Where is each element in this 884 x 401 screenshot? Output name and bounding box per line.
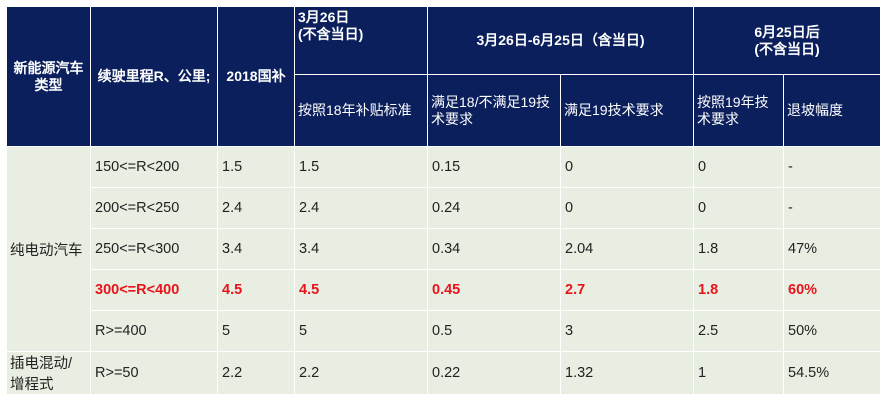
cell-before: 5 bbox=[294, 310, 428, 352]
cell-transition-18: 0.24 bbox=[427, 187, 561, 229]
cell-decline: - bbox=[783, 146, 882, 188]
cell-transition-19: 2.7 bbox=[559, 269, 695, 311]
cell-transition-18: 0.45 bbox=[427, 269, 561, 311]
subheader-decline-rate: 退坡幅度 bbox=[783, 74, 882, 147]
cell-after-19: 1.8 bbox=[693, 269, 785, 311]
subsidy-table: 新能源汽车类型 续驶里程R、公里; 2018国补 3月26日 (不含当日) 3月… bbox=[6, 6, 882, 395]
cell-after-19: 2.5 bbox=[693, 310, 785, 352]
cell-decline: 60% bbox=[783, 269, 882, 311]
cell-before: 2.2 bbox=[294, 351, 428, 395]
cell-subsidy-2018: 5 bbox=[217, 310, 295, 352]
cell-decline: 50% bbox=[783, 310, 882, 352]
table-row: 200<=R<250 2.4 2.4 0.24 0 0 - bbox=[7, 187, 882, 229]
header-subsidy-2018: 2018国补 bbox=[217, 6, 295, 147]
cell-after-19: 0 bbox=[693, 146, 785, 188]
cell-transition-19: 0 bbox=[559, 146, 695, 188]
header-vehicle-type: 新能源汽车类型 bbox=[6, 6, 91, 147]
cell-transition-18: 0.34 bbox=[427, 228, 561, 270]
cell-range: 200<=R<250 bbox=[90, 187, 218, 229]
table-row: 插电混动/增程式 R>=50 2.2 2.2 0.22 1.32 1 54.5% bbox=[6, 351, 882, 395]
subheader-meets-19: 满足19技术要求 bbox=[559, 74, 695, 147]
cell-subsidy-2018: 2.2 bbox=[217, 351, 295, 395]
header-transition-period: 3月26日-6月25日（含当日) bbox=[426, 6, 695, 75]
table-row: 纯电动汽车 150<=R<200 1.5 1.5 0.15 0 0 - bbox=[6, 146, 882, 352]
table-row: 250<=R<300 3.4 3.4 0.34 2.04 1.8 47% bbox=[7, 228, 882, 270]
cell-subsidy-2018: 4.5 bbox=[217, 269, 295, 311]
cell-range: 300<=R<400 bbox=[90, 269, 218, 311]
header-before-mar26: 3月26日 (不含当日) bbox=[294, 6, 428, 75]
cell-after-19: 0 bbox=[693, 187, 785, 229]
cell-after-19: 1.8 bbox=[693, 228, 785, 270]
subheader-18-standard: 按照18年补贴标准 bbox=[294, 74, 428, 147]
cell-range: 250<=R<300 bbox=[90, 228, 218, 270]
vehicle-type-bev: 纯电动汽车 bbox=[6, 146, 91, 352]
cell-before: 2.4 bbox=[294, 187, 428, 229]
cell-subsidy-2018: 2.4 bbox=[217, 187, 295, 229]
cell-before: 4.5 bbox=[294, 269, 428, 311]
cell-subsidy-2018: 1.5 bbox=[217, 146, 295, 188]
cell-range: R>=50 bbox=[90, 351, 218, 395]
cell-before: 1.5 bbox=[294, 146, 428, 188]
cell-decline: - bbox=[783, 187, 882, 229]
table-row-highlighted: 300<=R<400 4.5 4.5 0.45 2.7 1.8 60% bbox=[7, 269, 882, 311]
cell-before: 3.4 bbox=[294, 228, 428, 270]
cell-transition-18: 0.5 bbox=[427, 310, 561, 352]
cell-transition-19: 1.32 bbox=[559, 351, 695, 395]
cell-after-19: 1 bbox=[693, 351, 785, 395]
table-row: R>=400 5 5 0.5 3 2.5 50% bbox=[7, 310, 882, 352]
subheader-meets-18: 满足18/不满足19技术要求 bbox=[427, 74, 561, 147]
cell-range: R>=400 bbox=[90, 310, 218, 352]
cell-decline: 54.5% bbox=[783, 351, 882, 395]
cell-transition-19: 3 bbox=[559, 310, 695, 352]
cell-decline: 47% bbox=[783, 228, 882, 270]
header-range: 续驶里程R、公里; bbox=[90, 6, 218, 147]
cell-transition-18: 0.15 bbox=[427, 146, 561, 188]
cell-subsidy-2018: 3.4 bbox=[217, 228, 295, 270]
cell-transition-19: 0 bbox=[559, 187, 695, 229]
cell-transition-19: 2.04 bbox=[559, 228, 695, 270]
subheader-19-requirement: 按照19年技术要求 bbox=[693, 74, 785, 147]
cell-range: 150<=R<200 bbox=[90, 146, 218, 188]
vehicle-type-phev: 插电混动/增程式 bbox=[6, 351, 91, 395]
header-after-jun25: 6月25日后 (不含当日) bbox=[693, 6, 882, 75]
cell-transition-18: 0.22 bbox=[427, 351, 561, 395]
